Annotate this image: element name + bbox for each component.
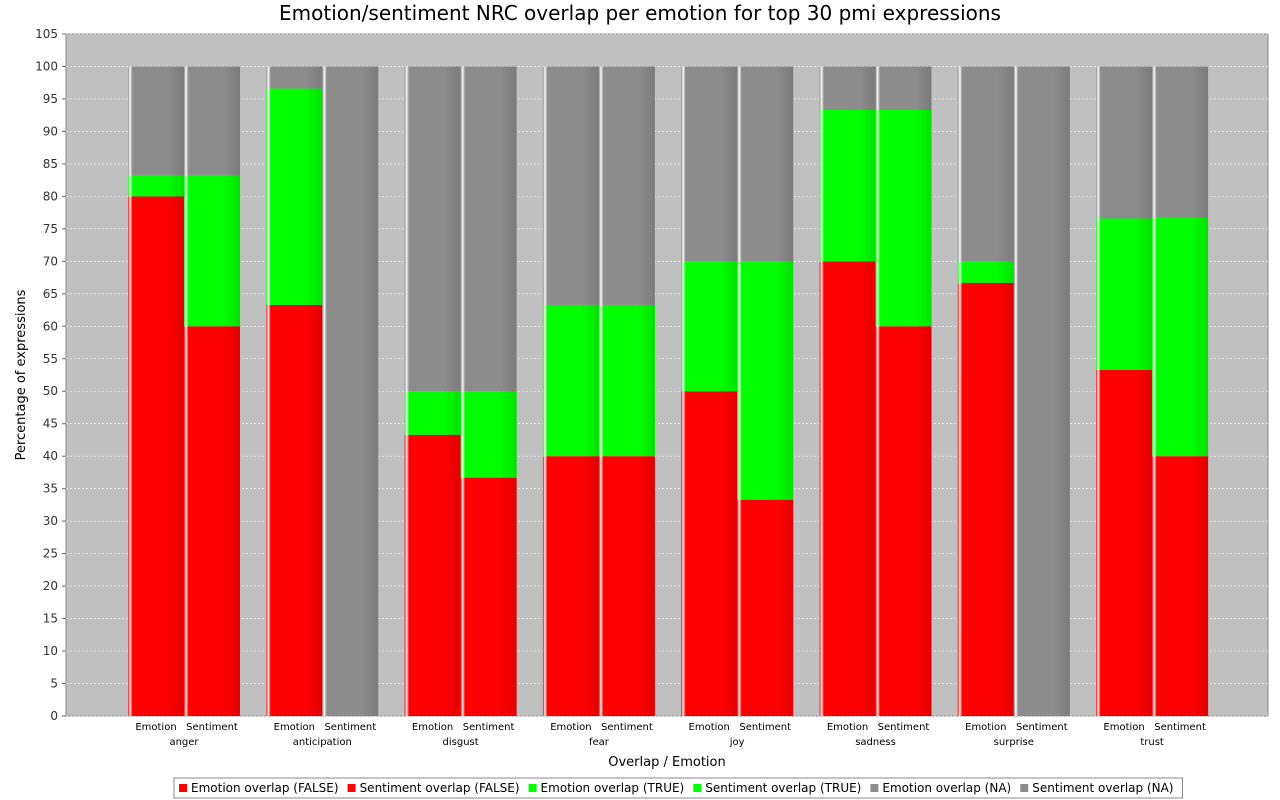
legend-entry: Sentiment overlap (TRUE) — [705, 781, 861, 795]
y-tick-label: 90 — [43, 124, 58, 138]
legend-entry: Emotion overlap (TRUE) — [541, 781, 685, 795]
x-subcategory-label: Sentiment — [1016, 722, 1068, 733]
x-subcategory-label: Emotion — [412, 722, 453, 733]
x-subcategory-label: Emotion — [827, 722, 868, 733]
bar-highlight — [1096, 66, 1153, 716]
y-axis: 0 5 10 15 20 25 30 35 40 45 50 55 60 65 70 75 80 85 90 95 10… — [35, 27, 66, 723]
y-tick-label: 0 — [50, 709, 58, 723]
x-category-label: disgust — [443, 737, 479, 748]
legend-swatch — [179, 784, 187, 792]
x-subcategory-label: Sentiment — [739, 722, 791, 733]
y-tick-label: 60 — [43, 319, 58, 333]
bar-highlight — [184, 66, 240, 716]
bar-highlight — [128, 66, 184, 716]
x-subcategory-label: Sentiment — [324, 722, 376, 733]
x-subcategory-label: Sentiment — [1154, 722, 1206, 733]
bar-highlight — [737, 66, 794, 716]
y-tick-label: 55 — [43, 352, 58, 366]
x-axis-label: Overlap / Emotion — [608, 755, 725, 770]
bar-highlight — [266, 66, 323, 716]
x-category-label: trust — [1140, 737, 1164, 748]
legend-box — [173, 777, 1183, 799]
x-subcategory-label: Emotion — [965, 722, 1006, 733]
x-subcategory-label: Emotion — [274, 722, 315, 733]
x-subcategory-label: Emotion — [135, 722, 176, 733]
y-tick-label: 75 — [43, 222, 58, 236]
x-subcategory-label: Emotion — [550, 722, 591, 733]
x-subcategory-label: Sentiment — [186, 722, 238, 733]
x-category-label: anticipation — [293, 737, 352, 748]
x-subcategory-label: Emotion — [1103, 722, 1144, 733]
y-tick-label: 105 — [35, 27, 58, 41]
bar-highlight — [681, 66, 738, 716]
legend-swatch — [693, 784, 702, 792]
y-tick-label: 100 — [35, 59, 58, 73]
chart-title: Emotion/sentiment NRC overlap per emotio… — [279, 1, 1001, 25]
x-subcategory-label: Sentiment — [601, 722, 653, 733]
y-tick-label: 80 — [43, 189, 58, 203]
y-tick-label: 30 — [43, 514, 58, 528]
legend-entry: Emotion overlap (NA) — [882, 781, 1011, 795]
x-category-label: fear — [589, 737, 610, 748]
y-tick-label: 10 — [43, 644, 58, 658]
bar-highlight — [1152, 66, 1209, 716]
y-tick-label: 95 — [43, 92, 58, 106]
y-tick-label: 25 — [43, 547, 58, 561]
y-tick-label: 35 — [43, 482, 58, 496]
plot-area — [65, 33, 1269, 717]
y-tick-label: 5 — [50, 677, 58, 691]
y-tick-label: 45 — [43, 417, 58, 431]
x-subcategory-label: Sentiment — [463, 722, 515, 733]
bars — [128, 66, 1209, 716]
x-subcategory-label: Sentiment — [878, 722, 930, 733]
y-tick-label: 85 — [43, 157, 58, 171]
legend-swatch — [528, 784, 537, 792]
bar-highlight — [542, 66, 599, 716]
bar-highlight — [957, 66, 1014, 716]
bar-highlight — [404, 66, 461, 716]
x-category-label: joy — [729, 737, 745, 748]
bar-highlight — [819, 66, 876, 716]
legend-swatch — [347, 784, 356, 792]
y-axis-label: Percentage of expressions — [14, 289, 29, 460]
y-tick-label: 15 — [43, 612, 58, 626]
x-category-label: anger — [169, 737, 199, 748]
x-axis: Emotion Sentiment anger Emotion Sentiment ant… — [135, 722, 1206, 748]
legend-entry: Sentiment overlap (FALSE) — [360, 781, 520, 795]
y-tick-label: 40 — [43, 449, 58, 463]
legend-swatch — [1020, 784, 1029, 792]
bar-highlight — [460, 66, 517, 716]
bar-highlight — [875, 66, 932, 716]
bar-highlight — [598, 66, 655, 716]
y-tick-label: 70 — [43, 254, 58, 268]
y-tick-label: 50 — [43, 384, 58, 398]
y-tick-label: 65 — [43, 287, 58, 301]
x-category-label: surprise — [994, 737, 1034, 748]
y-tick-label: 20 — [43, 579, 58, 593]
bar-highlight — [1013, 66, 1070, 716]
x-subcategory-label: Emotion — [689, 722, 730, 733]
bar-highlight — [322, 66, 379, 716]
legend-entry: Emotion overlap (FALSE) — [191, 781, 339, 795]
x-category-label: sadness — [855, 737, 896, 748]
legend-entry: Sentiment overlap (NA) — [1032, 781, 1173, 795]
legend-swatch — [870, 784, 879, 792]
legend: Emotion overlap (FALSE) Sentiment overlap… — [173, 777, 1183, 799]
